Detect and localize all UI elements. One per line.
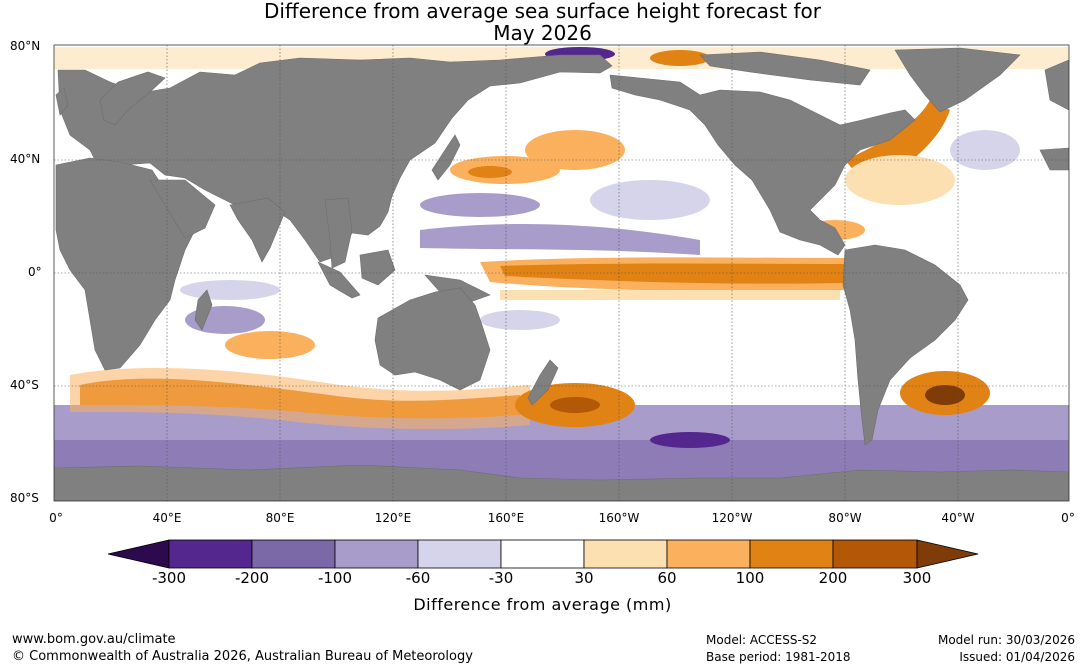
land-japan [431,134,461,181]
footer-model-info: Model: ACCESS-S2 Base period: 1981-2018 [706,632,851,666]
anomaly-north-pacific-low [420,193,540,217]
lat-label-80n: 80°N [10,39,41,53]
land-north-america [609,74,916,256]
lon-label-160e: 160°E [487,511,525,525]
anomaly-south-pacific-low [480,310,560,330]
lat-label-40n: 40°N [10,152,41,166]
colorbar-tick-label: 30 [574,569,594,587]
land-greenland [894,47,1021,113]
anomaly-south-pacific-deep-low [650,432,730,448]
lon-label-0-west-edge: 0° [49,511,63,525]
lat-label-80s: 80°S [10,491,39,505]
colorbar-bin [417,539,502,569]
colorbar-bin [666,539,751,569]
colorbar-extend-low [107,539,170,569]
land-scandinavia-edge [1044,59,1069,111]
lat-label-0: 0° [28,265,42,279]
lon-label-120w: 120°W [711,511,753,525]
colorbar-extend-high [916,539,979,569]
anomaly-north-pacific-high [525,130,625,170]
chart-title-line-1: Difference from average sea surface heig… [263,0,822,23]
land-sumatra [317,261,361,299]
landmasses [54,47,1069,501]
land-new-zealand [527,359,559,406]
anomaly-mascarene-high [225,331,315,359]
colorbar-bin [832,539,918,569]
land-india [229,197,286,263]
colorbar-tick-label: -60 [405,569,431,587]
land-arabia [149,179,216,239]
colorbar [107,539,979,569]
colorbar-bin [251,539,336,569]
anomaly-equatorial-pacific-high [500,263,845,284]
anomaly-north-atlantic-low [950,130,1020,170]
footer-attribution: www.bom.gov.au/climate © Commonwealth of… [12,631,473,665]
land-borneo [359,249,396,286]
colorbar-title: Difference from average (mm) [413,595,672,614]
land-uk [55,87,69,116]
footer-copyright: © Commonwealth of Australia 2026, Austra… [12,649,473,664]
chart-title-line-2: May 2026 [493,21,592,45]
colorbar-bin [168,539,253,569]
land-africa [55,157,196,371]
land-arctic-islands [699,51,871,86]
footer-model-run: Model run: 30/03/2026 [937,633,1075,647]
colorbar-bin [583,539,668,569]
colorbar-tick-label: -200 [234,569,270,587]
lon-label-80e: 80°E [265,511,295,525]
lat-label-40s: 40°S [10,378,39,392]
land-madagascar [194,289,213,331]
land-south-america [842,244,969,446]
colorbar-bin [749,539,834,569]
colorbar-tick-label: -30 [488,569,514,587]
colorbar-tick-label: 300 [902,569,932,587]
lon-label-80w: 80°W [828,511,862,525]
colorbar-tick-label: 60 [657,569,677,587]
anomaly-south-equatorial-pale [500,290,840,300]
land-europe-asia [57,54,613,263]
land-scandinavia [99,71,166,126]
lon-label-120e: 120°E [374,511,412,525]
colorbar-tick-label: -100 [317,569,353,587]
colorbar-tick-label: -300 [151,569,187,587]
anomaly-new-zealand-core [550,397,600,413]
anomaly-south-indian-margin [70,368,530,430]
anomaly-arctic-high [650,50,710,66]
map-frame [53,44,1070,502]
graticule [54,45,1069,501]
land-australia [374,287,491,391]
anomaly-indian-north-low [180,280,280,300]
footer-model: Model: ACCESS-S2 [706,633,818,647]
land-southeast-asia [324,197,353,269]
colorbar-tick-label: 100 [735,569,765,587]
footer-run-info: Model run: 30/03/2026 Issued: 01/04/2026 [938,632,1075,666]
colorbar-bin [500,539,585,569]
lon-label-40w: 40°W [941,511,975,525]
footer-website: www.bom.gov.au/climate [12,632,176,647]
lon-label-160w: 160°W [598,511,640,525]
anomaly-north-atlantic-pale [845,155,955,205]
anomaly-north-pacific-low-band [420,224,700,255]
anomaly-south-atlantic-core [925,385,965,405]
colorbar-bin [334,539,419,569]
lon-label-0-east-edge: 0° [1061,511,1075,525]
land-west-europe-edge [1039,147,1069,171]
lon-label-40e: 40°E [152,511,182,525]
footer-issued: Issued: 01/04/2026 [959,650,1075,664]
land-antarctica [54,464,1069,501]
anomaly-kuroshio-core [468,166,512,178]
footer-base-period: Base period: 1981-2018 [706,650,851,664]
anomaly-east-pacific-pale [590,180,710,220]
colorbar-tick-label: 200 [818,569,848,587]
